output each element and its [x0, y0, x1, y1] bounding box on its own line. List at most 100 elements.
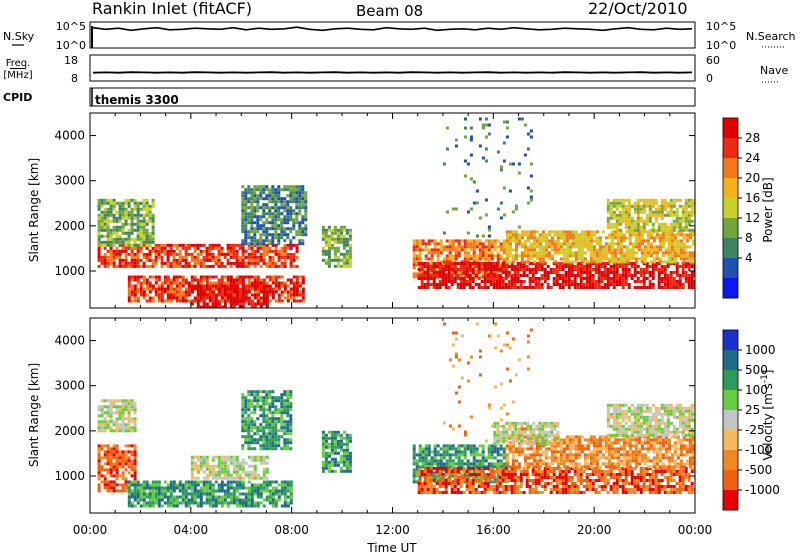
data-cell	[241, 470, 245, 474]
data-cell	[259, 501, 263, 505]
data-cell	[472, 251, 476, 255]
data-cell	[432, 274, 436, 277]
data-cell	[286, 188, 290, 192]
data-cell	[256, 438, 260, 442]
data-cell	[588, 265, 592, 268]
data-cell	[580, 236, 584, 240]
data-cell	[163, 261, 167, 265]
data-cell	[166, 261, 170, 265]
data-cell	[433, 456, 437, 460]
data-cell	[232, 252, 236, 256]
data-cell	[244, 212, 248, 216]
data-cell	[663, 283, 667, 286]
data-cell	[271, 215, 275, 219]
data-cell	[190, 464, 194, 468]
data-cell	[457, 242, 461, 246]
data-cell	[142, 243, 146, 247]
data-cell	[610, 251, 614, 255]
data-cell	[526, 233, 530, 237]
data-cell	[550, 230, 554, 234]
data-cell	[592, 230, 596, 234]
data-cell	[612, 216, 616, 220]
data-cell	[559, 230, 563, 234]
data-cell	[486, 286, 490, 289]
data-cell	[241, 185, 245, 189]
data-cell	[637, 230, 641, 234]
data-cell	[268, 197, 272, 201]
data-cell	[417, 286, 421, 289]
data-cell	[220, 293, 224, 297]
data-cell	[124, 201, 128, 205]
data-cell	[268, 206, 272, 210]
nave-label: Nave	[760, 64, 788, 77]
data-cell	[175, 486, 179, 490]
data-cell	[339, 240, 343, 244]
data-cell	[241, 218, 245, 222]
data-cell	[229, 455, 233, 459]
data-cell	[172, 258, 176, 262]
data-cell	[286, 290, 290, 294]
data-cell	[633, 219, 637, 223]
data-cell	[339, 225, 343, 229]
nsearch-label: N.Search	[746, 30, 796, 43]
data-cell	[199, 284, 203, 288]
data-cell	[130, 275, 134, 279]
data-cell	[321, 433, 325, 437]
data-cell	[277, 284, 281, 288]
data-cell	[421, 465, 425, 469]
data-cell	[556, 251, 560, 255]
data-cell	[532, 254, 536, 258]
data-cell	[436, 260, 440, 264]
data-cell	[256, 185, 260, 189]
data-cell	[417, 268, 421, 271]
data-cell	[115, 483, 119, 487]
data-cell	[217, 293, 221, 297]
data-cell	[540, 283, 544, 286]
data-cell	[676, 245, 680, 249]
data-cell	[193, 476, 197, 480]
data-cell	[265, 399, 269, 403]
data-cell	[220, 470, 224, 474]
data-cell	[565, 230, 569, 234]
data-cell	[415, 248, 419, 252]
data-cell	[259, 461, 263, 465]
data-cell	[468, 283, 472, 286]
data-cell	[541, 257, 545, 261]
data-cell	[439, 251, 443, 255]
data-cell	[274, 492, 278, 496]
data-cell	[148, 249, 152, 253]
data-cell	[445, 453, 449, 457]
data-cell	[229, 480, 233, 484]
data-cell	[196, 261, 200, 265]
data-cell	[447, 265, 451, 268]
data-cell	[598, 242, 602, 246]
data-cell	[166, 504, 170, 508]
data-cell	[151, 213, 155, 217]
data-cell	[462, 271, 466, 274]
data-cell	[283, 243, 287, 247]
data-cell	[672, 271, 676, 274]
data-cell	[580, 254, 584, 258]
data-cell	[469, 207, 473, 211]
data-cell	[645, 222, 649, 226]
data-cell	[166, 284, 170, 288]
data-cell	[175, 501, 179, 505]
data-cell	[211, 258, 215, 262]
data-cell	[142, 281, 146, 285]
data-cell	[640, 236, 644, 240]
data-cell	[469, 126, 473, 130]
data-cell	[301, 296, 305, 300]
data-cell	[588, 262, 592, 265]
data-cell	[223, 473, 227, 477]
data-cell	[127, 231, 131, 235]
data-cell	[202, 461, 206, 465]
data-cell	[649, 260, 653, 264]
data-cell	[259, 239, 263, 243]
data-cell	[582, 271, 586, 274]
data-cell	[448, 239, 452, 243]
data-cell	[553, 245, 557, 249]
data-cell	[523, 245, 527, 249]
data-cell	[664, 248, 668, 252]
data-cell	[661, 260, 665, 264]
data-cell	[250, 293, 254, 297]
